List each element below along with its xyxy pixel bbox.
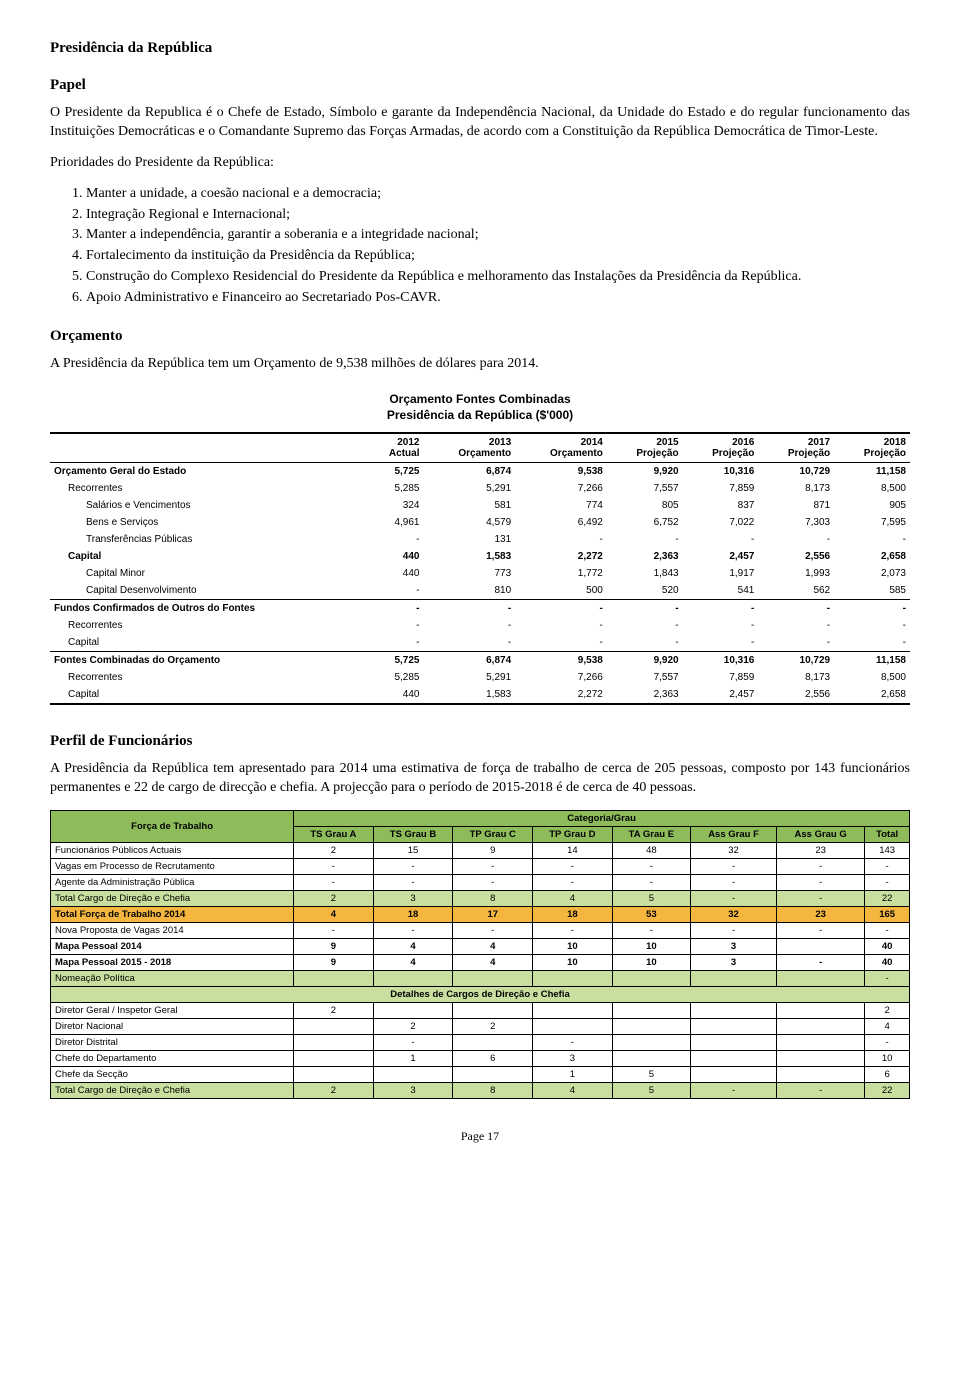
table-row: Vagas em Processo de Recrutamento-------… — [51, 858, 910, 874]
col-header: Força de Trabalho — [51, 810, 294, 842]
list-item: Apoio Administrativo e Financeiro ao Sec… — [86, 289, 910, 308]
table-row: Diretor Nacional224 — [51, 1018, 910, 1034]
table-row: Mapa Pessoal 20149441010340 — [51, 938, 910, 954]
page-footer: Page 17 — [50, 1129, 910, 1144]
staff-table: Força de TrabalhoCategoria/GrauTS Grau A… — [50, 810, 910, 1099]
table-row: Capital Minor4407731,7721,8431,9171,9932… — [50, 565, 910, 582]
table-row: Nomeação Política- — [51, 970, 910, 986]
list-item: Fortalecimento da instituição da Presidê… — [86, 247, 910, 266]
col-header: 2018Projeção — [834, 433, 910, 463]
page-title: Presidência da República — [50, 40, 910, 57]
table-row: Orçamento Geral do Estado5,7256,8749,538… — [50, 462, 910, 480]
table-row: Bens e Serviços4,9614,5796,4926,7527,022… — [50, 514, 910, 531]
table-row: Recorrentes------- — [50, 617, 910, 634]
table-row: Total Cargo de Direção e Chefia23845--22 — [51, 1082, 910, 1098]
table-row: Total Cargo de Direção e Chefia23845--22 — [51, 890, 910, 906]
col-header: 2012Actual — [365, 433, 423, 463]
table-row: Recorrentes5,2855,2917,2667,5577,8598,17… — [50, 480, 910, 497]
col-header: 2014Orçamento — [515, 433, 607, 463]
budget-table: 2012Actual2013Orçamento2014Orçamento2015… — [50, 432, 910, 705]
col-header: 2017Projeção — [758, 433, 834, 463]
col-header: TS Grau A — [294, 826, 373, 842]
section-perfil: Perfil de Funcionários — [50, 733, 910, 750]
list-item: Manter a unidade, a coesão nacional e a … — [86, 185, 910, 204]
col-header: Ass Grau G — [777, 826, 865, 842]
budget-table-subtitle: Presidência da República ($'000) — [50, 408, 910, 422]
paragraph: O Presidente da Republica é o Chefe de E… — [50, 104, 910, 142]
table-row: Fundos Confirmados de Outros do Fontes--… — [50, 599, 910, 617]
list-item: Construção do Complexo Residencial do Pr… — [86, 268, 910, 287]
table-row: Capital4401,5832,2722,3632,4572,5562,658 — [50, 686, 910, 704]
col-header — [50, 433, 365, 463]
table-row: Total Força de Trabalho 2014418171853322… — [51, 906, 910, 922]
table-row: Funcionários Públicos Actuais21591448322… — [51, 842, 910, 858]
table-row: Salários e Vencimentos324581774805837871… — [50, 497, 910, 514]
col-header: 2015Projeção — [607, 433, 683, 463]
section-papel: Papel — [50, 77, 910, 94]
paragraph: A Presidência da República tem apresenta… — [50, 760, 910, 798]
col-header: 2013Orçamento — [423, 433, 515, 463]
col-header: Total — [865, 826, 910, 842]
table-row: Capital Desenvolvimento-8105005205415625… — [50, 582, 910, 600]
table-row: Recorrentes5,2855,2917,2667,5577,8598,17… — [50, 669, 910, 686]
table-row: Chefe do Departamento16310 — [51, 1050, 910, 1066]
section-orcamento: Orçamento — [50, 328, 910, 345]
table-row: Capital------- — [50, 634, 910, 652]
col-header: TS Grau B — [373, 826, 453, 842]
col-header: Ass Grau F — [691, 826, 777, 842]
col-header: TA Grau E — [612, 826, 690, 842]
table-row: Transferências Públicas-131----- — [50, 531, 910, 548]
subsection-header: Detalhes de Cargos de Direção e Chefia — [51, 986, 910, 1002]
col-header: TP Grau C — [453, 826, 533, 842]
paragraph: Prioridades do Presidente da República: — [50, 154, 910, 173]
col-header: TP Grau D — [533, 826, 613, 842]
table-row: Mapa Pessoal 2015 - 201894410103-40 — [51, 954, 910, 970]
table-row: Diretor Distrital--- — [51, 1034, 910, 1050]
priority-list: Manter a unidade, a coesão nacional e a … — [50, 185, 910, 308]
col-header: Categoria/Grau — [294, 810, 910, 826]
table-row: Nova Proposta de Vagas 2014-------- — [51, 922, 910, 938]
table-row: Agente da Administração Pública-------- — [51, 874, 910, 890]
table-row: Capital4401,5832,2722,3632,4572,5562,658 — [50, 548, 910, 565]
table-row: Chefe da Secção156 — [51, 1066, 910, 1082]
paragraph: A Presidência da República tem um Orçame… — [50, 355, 910, 374]
table-row: Fontes Combinadas do Orçamento5,7256,874… — [50, 651, 910, 669]
list-item: Manter a independência, garantir a sober… — [86, 226, 910, 245]
table-row: Diretor Geral / Inspetor Geral22 — [51, 1002, 910, 1018]
list-item: Integração Regional e Internacional; — [86, 206, 910, 225]
budget-table-title: Orçamento Fontes Combinadas — [50, 392, 910, 406]
col-header: 2016Projeção — [683, 433, 759, 463]
